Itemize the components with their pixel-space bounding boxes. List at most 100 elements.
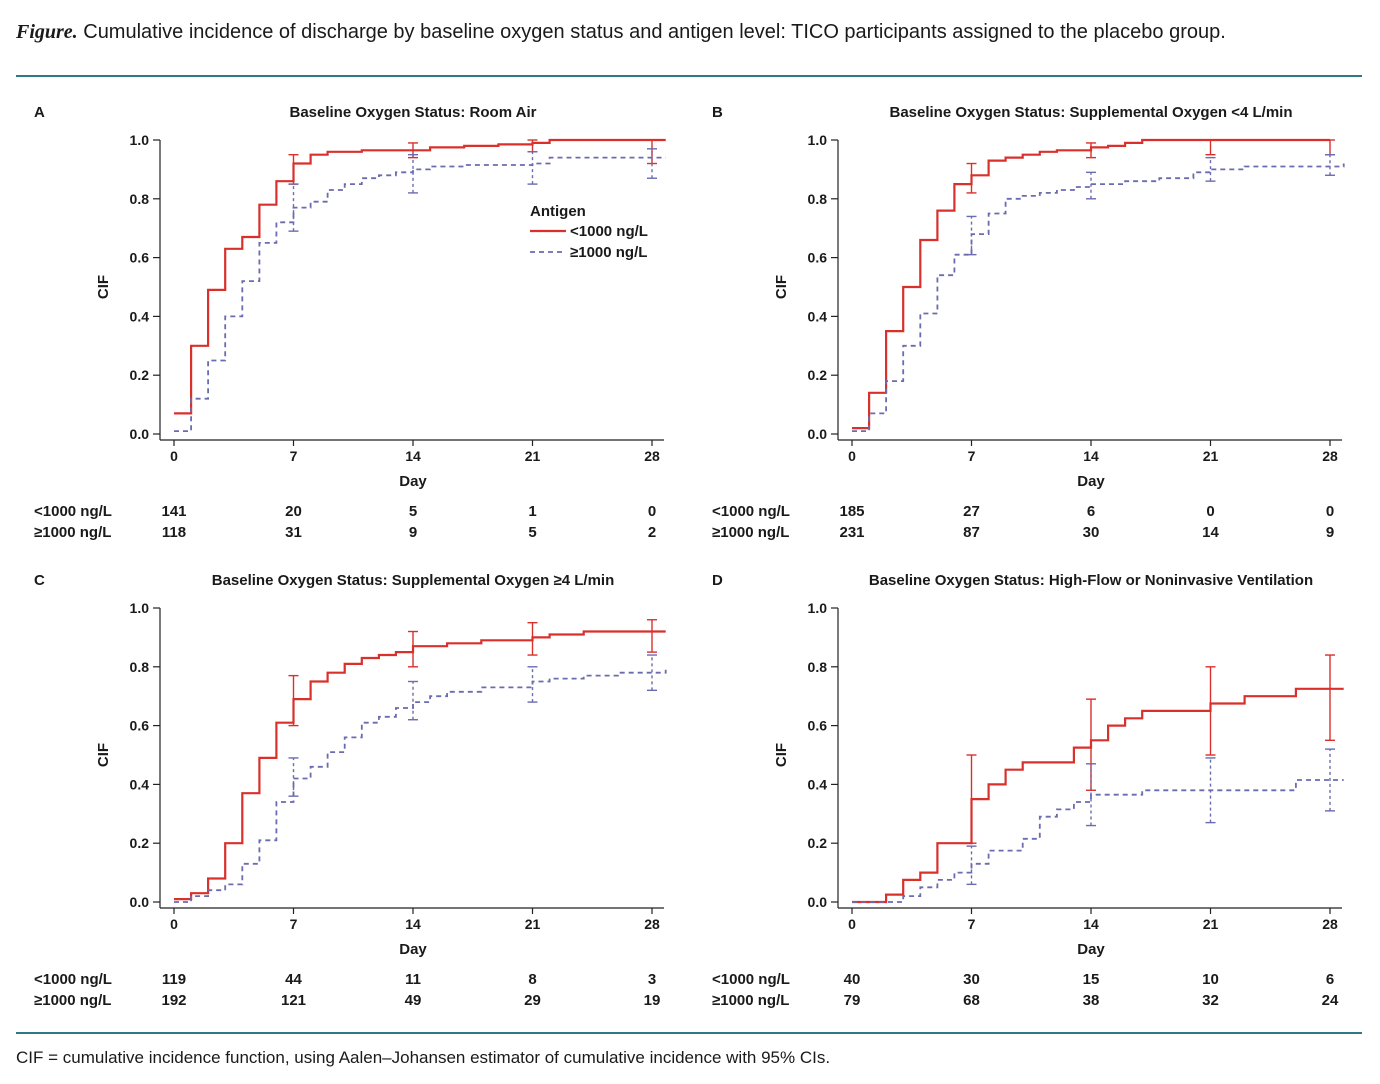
x-tick-label: 14 [405, 448, 421, 464]
x-tick-label: 7 [290, 448, 298, 464]
panel-a: A Baseline Oxygen Status: Room Air 0.0 0.2 0… [0, 0, 690, 565]
panel-letter-c: C [34, 572, 45, 589]
risk-value: 20 [285, 503, 302, 520]
chart-d: D Baseline Oxygen Status: High-Flow or No… [712, 572, 1344, 1009]
risk-value: 0 [1206, 503, 1214, 520]
y-tick-label: 0.6 [130, 718, 150, 734]
x-tick-label: 0 [170, 916, 178, 932]
risk-value: 1 [528, 503, 536, 520]
risk-value: 141 [161, 503, 186, 520]
series-line-high-antigen [852, 163, 1345, 432]
risk-value: 9 [409, 524, 417, 541]
risk-row-label: ≥1000 ng/L [712, 524, 789, 541]
risk-value: 6 [1087, 503, 1095, 520]
risk-value: 27 [963, 503, 980, 520]
y-tick-label: 0.2 [130, 835, 150, 851]
y-tick-label: 0.4 [808, 308, 828, 324]
panel-title-b: Baseline Oxygen Status: Supplemental Oxy… [889, 104, 1292, 121]
y-tick-label: 0.8 [130, 191, 150, 207]
y-axis-label: CIF [773, 743, 790, 767]
panel-title-c: Baseline Oxygen Status: Supplemental Oxy… [212, 572, 615, 589]
series-line-high-antigen [852, 779, 1344, 903]
y-tick-label: 0.2 [808, 835, 828, 851]
x-tick-label: 28 [1322, 916, 1338, 932]
bottom-rule [16, 1032, 1362, 1034]
x-axis-label: Day [399, 941, 427, 958]
risk-value: 5 [409, 503, 417, 520]
x-tick-label: 7 [968, 916, 976, 932]
risk-value: 24 [1322, 992, 1339, 1009]
panel-letter-d: D [712, 572, 723, 589]
risk-value: 0 [1326, 503, 1334, 520]
risk-value: 5 [528, 524, 536, 541]
panel-title-a: Baseline Oxygen Status: Room Air [289, 104, 536, 121]
y-axis-label: CIF [95, 275, 112, 299]
chart-b: B Baseline Oxygen Status: Supplemental Ox… [712, 104, 1345, 541]
risk-value: 11 [405, 971, 421, 988]
y-tick-label: 1.0 [808, 132, 828, 148]
risk-value: 192 [161, 992, 186, 1009]
x-tick-label: 7 [968, 448, 976, 464]
risk-value: 2 [648, 524, 656, 541]
y-tick-label: 0.4 [808, 776, 828, 792]
legend-title: Antigen [530, 203, 586, 220]
risk-value: 231 [839, 524, 864, 541]
y-tick-label: 0.2 [130, 367, 150, 383]
y-tick-label: 0.8 [130, 659, 150, 675]
figure-title-lead: Figure. [16, 21, 78, 43]
y-tick-label: 1.0 [130, 132, 150, 148]
y-tick-label: 0.4 [130, 776, 150, 792]
series-line-high-antigen [174, 669, 667, 903]
y-tick-label: 1.0 [130, 600, 150, 616]
y-tick-label: 1.0 [808, 600, 828, 616]
series-line-high-antigen [174, 156, 666, 432]
figure-title-text: Cumulative incidence of discharge by bas… [77, 21, 1226, 43]
x-tick-label: 21 [1203, 916, 1219, 932]
risk-value: 121 [281, 992, 306, 1009]
x-tick-label: 21 [525, 448, 541, 464]
risk-row-label: ≥1000 ng/L [34, 992, 111, 1009]
risk-value: 31 [285, 524, 302, 541]
chart-c: C Baseline Oxygen Status: Supplemental Ox… [34, 572, 667, 1009]
risk-row-label: ≥1000 ng/L [34, 524, 111, 541]
panel-c: C Baseline Oxygen Status: Supplemental Ox… [0, 468, 690, 1033]
risk-value: 6 [1326, 971, 1334, 988]
risk-value: 68 [963, 992, 980, 1009]
y-tick-label: 0.0 [130, 894, 150, 910]
risk-value: 79 [844, 992, 861, 1009]
figure-title: Figure. Cumulative incidence of discharg… [16, 20, 1366, 44]
risk-value: 185 [839, 503, 864, 520]
x-tick-label: 14 [405, 916, 421, 932]
footnote: CIF = cumulative incidence function, usi… [16, 1048, 831, 1067]
risk-value: 49 [405, 992, 422, 1009]
y-axis-label: CIF [773, 275, 790, 299]
risk-value: 30 [1083, 524, 1100, 541]
risk-value: 119 [162, 971, 186, 988]
y-tick-label: 0.6 [808, 250, 828, 266]
y-axis-label: CIF [95, 743, 112, 767]
risk-row-label: ≥1000 ng/L [712, 992, 789, 1009]
risk-value: 87 [963, 524, 980, 541]
panel-title-d: Baseline Oxygen Status: High-Flow or Non… [869, 572, 1313, 589]
panel-d: D Baseline Oxygen Status: High-Flow or No… [678, 468, 1378, 1033]
risk-value: 10 [1202, 971, 1219, 988]
series-line-low-antigen [174, 138, 666, 415]
x-tick-label: 0 [170, 448, 178, 464]
x-axis-label: Day [399, 473, 427, 490]
risk-value: 9 [1326, 524, 1334, 541]
panel-letter-b: B [712, 104, 723, 121]
series-line-low-antigen [852, 138, 1330, 430]
y-tick-label: 0.6 [130, 250, 150, 266]
x-axis-label: Day [1077, 473, 1105, 490]
risk-value: 29 [524, 992, 541, 1009]
x-tick-label: 28 [1322, 448, 1338, 464]
risk-value: 38 [1083, 992, 1100, 1009]
series-line-low-antigen [174, 630, 666, 901]
x-tick-label: 14 [1083, 448, 1099, 464]
risk-value: 3 [648, 971, 656, 988]
risk-row-label: <1000 ng/L [712, 503, 790, 520]
y-tick-label: 0.0 [808, 426, 828, 442]
y-tick-label: 0.8 [808, 659, 828, 675]
x-tick-label: 0 [848, 916, 856, 932]
panel-b: B Baseline Oxygen Status: Supplemental Ox… [678, 0, 1378, 565]
